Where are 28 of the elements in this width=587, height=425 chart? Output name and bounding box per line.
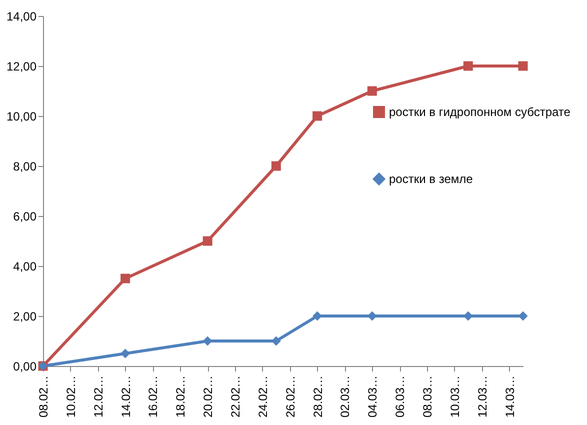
y-tick-label: 4,00: [13, 260, 37, 274]
x-tick-label: 12.03…: [475, 376, 490, 418]
x-tick-label: 10.03…: [448, 376, 462, 418]
x-tick-label: 14.02…: [118, 376, 133, 418]
y-tick-label: 0,00: [13, 360, 37, 374]
y-tick-label: 12,00: [6, 60, 37, 74]
x-tick-label: 22.02…: [228, 376, 242, 418]
x-tick-label: 08.03…: [420, 376, 434, 418]
x-tick-label: 20.02…: [201, 376, 216, 418]
y-tick-label: 10,00: [6, 110, 37, 124]
legend-label: ростки в земле: [389, 172, 474, 186]
x-tick-label: 28.02…: [310, 376, 325, 418]
y-tick-label: 14,00: [6, 10, 37, 24]
x-tick-label: 06.03…: [393, 376, 408, 418]
x-tick-label: 04.03…: [366, 376, 380, 418]
x-tick-label: 24.02…: [256, 376, 270, 418]
x-tick-label: 12.02…: [91, 376, 106, 418]
y-tick-label: 2,00: [13, 310, 37, 324]
x-tick-label: 08.02…: [36, 376, 50, 418]
x-tick-label: 14.03…: [502, 376, 517, 418]
legend-label: ростки в гидропонном субстрате: [389, 105, 571, 119]
x-tick-label: 02.03…: [338, 376, 352, 418]
x-tick-label: 18.02…: [174, 376, 188, 418]
y-tick-label: 8,00: [13, 160, 37, 174]
y-tick-label: 6,00: [13, 210, 37, 224]
x-tick-label: 10.02…: [64, 376, 78, 418]
x-tick-label: 26.02…: [283, 376, 298, 418]
x-tick-label: 16.02…: [146, 376, 160, 418]
